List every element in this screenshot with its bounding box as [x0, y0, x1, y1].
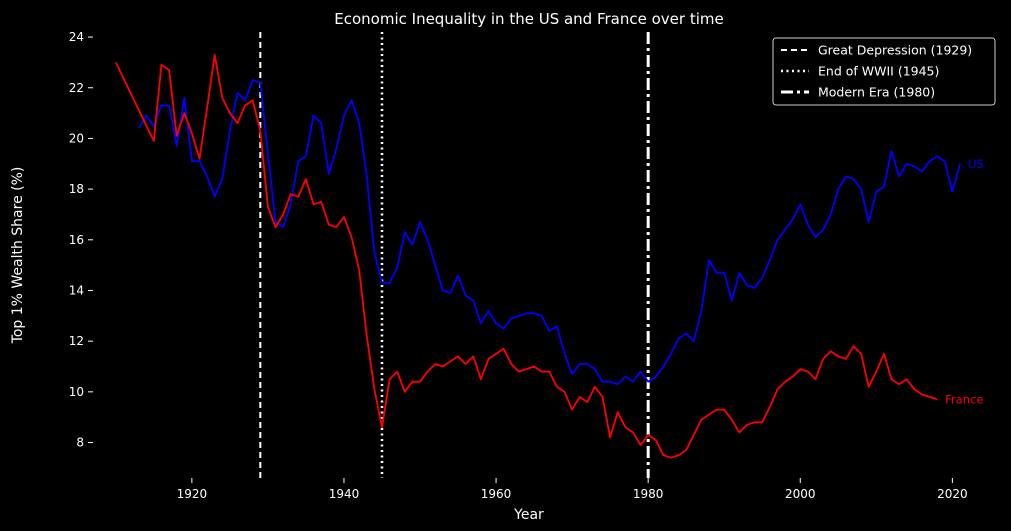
x-tick-label: 2020 — [937, 487, 968, 501]
y-tick-label: 18 — [69, 182, 84, 196]
y-tick-label: 20 — [69, 131, 84, 145]
series-labels: US France — [945, 157, 984, 407]
y-tick-label: 10 — [69, 385, 84, 399]
x-axis-label: Year — [513, 507, 544, 523]
x-tick-label: 2000 — [785, 487, 816, 501]
legend-box — [772, 37, 996, 106]
x-tick-label: 1920 — [177, 487, 208, 501]
y-tick-label: 14 — [69, 283, 84, 297]
legend-entry-label: Modern Era (1980) — [818, 85, 935, 100]
x-tick-label: 1980 — [633, 487, 664, 501]
y-tick-label: 24 — [69, 30, 84, 44]
y-tick-label: 8 — [76, 436, 84, 450]
legend: Great Depression (1929) End of WWII (1945… — [772, 37, 996, 106]
series-label-france: France — [945, 392, 983, 406]
legend-entry-label: End of WWII (1945) — [818, 64, 939, 79]
y-tick-label: 12 — [69, 334, 84, 348]
x-tick-label: 1960 — [481, 487, 512, 501]
series-line-france — [114, 53, 938, 459]
series-label-us: US — [968, 157, 984, 171]
series-lines — [114, 53, 961, 459]
event-lines — [259, 32, 650, 478]
y-tick-label: 22 — [69, 81, 84, 95]
x-axis: 1920 1940 1960 1980 2000 2020 — [177, 478, 968, 501]
y-axis-label: Top 1% Wealth Share (%) — [10, 167, 26, 345]
chart-title: Economic Inequality in the US and France… — [334, 10, 723, 28]
plot-area: 8 10 12 14 16 18 20 22 24 1920 1940 1960 1980 2000 20… — [69, 30, 984, 501]
series-line-us — [137, 79, 961, 386]
legend-entry-label: Great Depression (1929) — [818, 43, 972, 58]
y-tick-label: 16 — [69, 233, 84, 247]
x-tick-label: 1940 — [329, 487, 360, 501]
y-axis: 8 10 12 14 16 18 20 22 24 — [69, 30, 93, 450]
